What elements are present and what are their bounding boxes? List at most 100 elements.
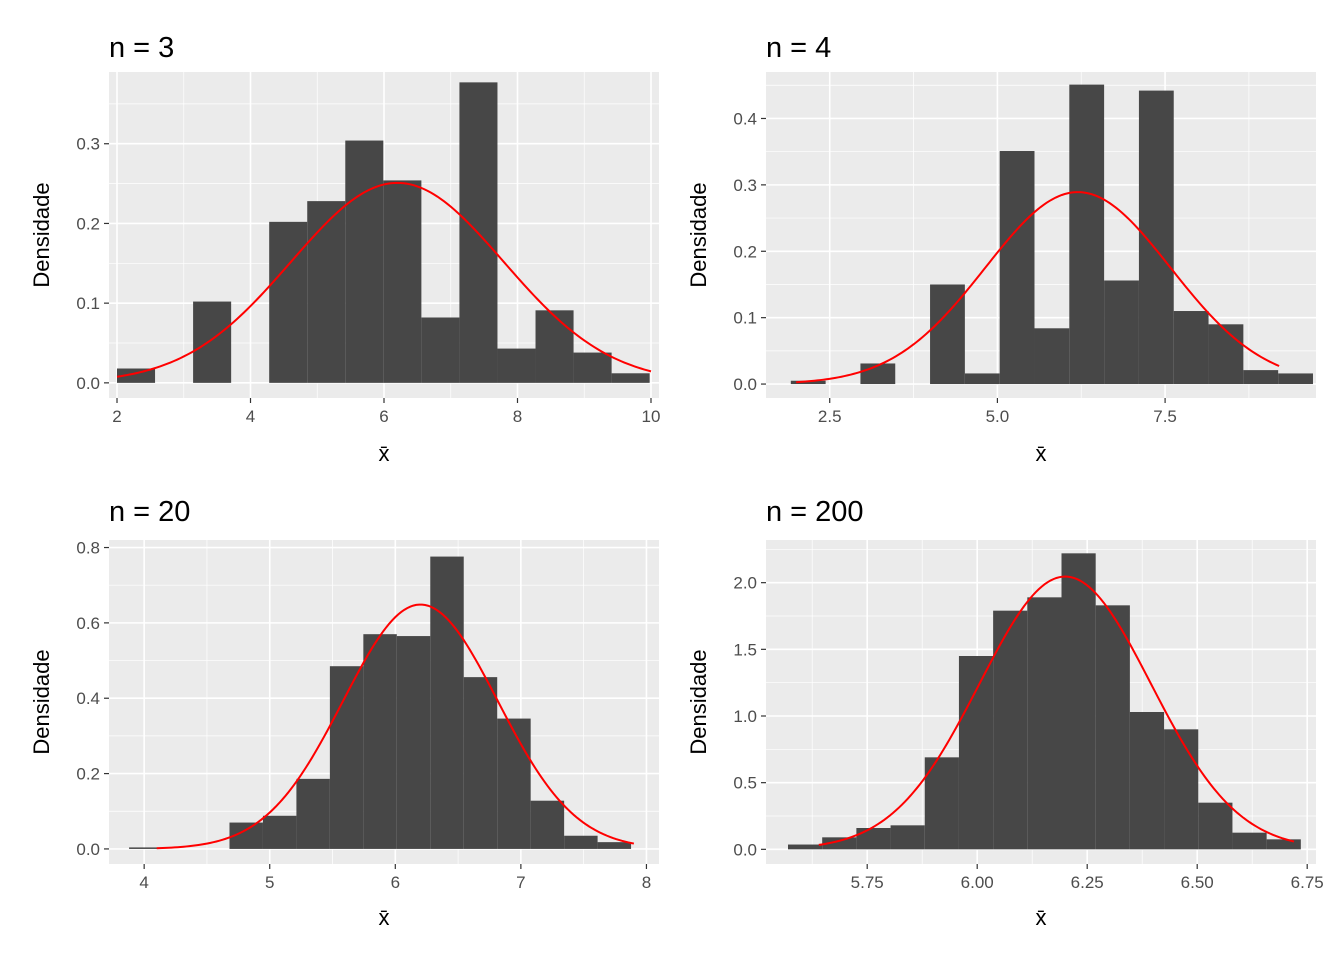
histogram-bar <box>463 677 498 849</box>
histogram-bar <box>296 778 330 849</box>
y-axis-title: Densidade <box>29 182 54 287</box>
histogram-bar <box>345 140 384 383</box>
x-tick-label: 8 <box>642 873 651 892</box>
histogram-bar <box>363 634 397 849</box>
panel-n-4: n = 4 2.5 5.0 7.5 0.0 0.1 0.2 0.3 0.4 x̄ Densi… <box>686 32 1316 466</box>
histogram-bar <box>1138 90 1174 385</box>
x-tick-label: 8 <box>513 407 522 426</box>
histogram-bar <box>924 757 959 850</box>
histogram-bar <box>117 368 156 383</box>
histogram-bar <box>307 201 346 383</box>
histogram-bar <box>396 636 431 849</box>
y-tick-label: 0.6 <box>76 614 100 633</box>
histogram-bar <box>1266 839 1301 850</box>
panel-n-200: n = 200 5.75 6.00 6.25 6.50 6.75 0.0 0.5 1.0 1.… <box>686 496 1324 930</box>
x-tick-label: 7 <box>516 873 525 892</box>
histogram-bar <box>329 666 364 849</box>
x-tick-label: 6.75 <box>1291 873 1324 892</box>
normal-curve <box>818 575 1295 846</box>
y-axis-ticks: 0.0 0.1 0.2 0.3 <box>76 135 109 393</box>
histogram-bar <box>790 380 826 385</box>
histogram-bar <box>856 828 891 850</box>
x-tick-label: 5.0 <box>986 407 1010 426</box>
y-axis-ticks: 0.0 0.5 1.0 1.5 2.0 <box>733 574 766 859</box>
y-tick-label: 0.2 <box>733 242 757 261</box>
histogram-bar <box>564 835 598 849</box>
y-axis-title: Densidade <box>29 649 54 754</box>
normal-curve <box>116 181 652 378</box>
y-tick-label: 0.3 <box>76 135 100 154</box>
histogram-bar <box>497 718 531 849</box>
histogram-bar <box>1232 832 1267 850</box>
histogram-bar <box>1069 84 1105 385</box>
y-tick-label: 1.0 <box>733 707 757 726</box>
histogram-bar <box>430 556 464 849</box>
histogram-bar <box>262 815 297 849</box>
y-tick-label: 0.0 <box>76 840 100 859</box>
histogram-bars <box>788 553 1301 850</box>
x-axis-title: x̄ <box>1036 905 1047 930</box>
y-tick-label: 0.0 <box>733 375 757 394</box>
histogram-bars <box>117 82 650 383</box>
x-tick-label: 6.00 <box>961 873 994 892</box>
histogram-bar <box>1061 553 1096 850</box>
x-axis-title: x̄ <box>379 905 390 930</box>
x-axis-title: x̄ <box>379 441 390 466</box>
panel-title: n = 200 <box>766 496 864 528</box>
histogram-bars <box>129 556 632 849</box>
histogram-bar <box>1027 597 1062 850</box>
histogram-bar <box>269 221 308 383</box>
x-tick-label: 2 <box>112 407 121 426</box>
panel-title: n = 3 <box>109 32 174 64</box>
y-tick-label: 0.4 <box>733 109 757 128</box>
y-tick-label: 0.1 <box>76 294 100 313</box>
x-tick-label: 4 <box>139 873 148 892</box>
y-tick-label: 1.5 <box>733 640 757 659</box>
y-tick-label: 0.5 <box>733 774 757 793</box>
histogram-bar <box>788 844 823 850</box>
histogram-bar <box>993 610 1028 850</box>
y-tick-label: 0.3 <box>733 176 757 195</box>
histogram-bar <box>597 842 632 849</box>
y-axis-ticks: 0.0 0.1 0.2 0.3 0.4 <box>733 109 766 394</box>
y-tick-label: 0.2 <box>76 214 100 233</box>
x-axis-ticks: 2 4 6 8 10 <box>112 398 660 426</box>
panel-title: n = 20 <box>109 496 190 528</box>
x-tick-label: 6 <box>391 873 400 892</box>
histogram-bar <box>193 301 232 383</box>
x-axis-title: x̄ <box>1036 441 1047 466</box>
normal-curve <box>796 191 1280 384</box>
x-tick-label: 5.75 <box>851 873 884 892</box>
histogram-bar <box>1208 324 1244 385</box>
histogram-bar <box>573 352 612 383</box>
histogram-bar <box>383 180 422 383</box>
y-tick-label: 0.0 <box>76 374 100 393</box>
x-axis-ticks: 4 5 6 7 8 <box>139 864 651 892</box>
histogram-bar <box>1198 802 1233 850</box>
x-tick-label: 7.5 <box>1153 407 1177 426</box>
x-tick-label: 6.25 <box>1071 873 1104 892</box>
x-axis-ticks: 2.5 5.0 7.5 <box>818 398 1177 426</box>
histogram-bars <box>790 84 1313 385</box>
x-tick-label: 4 <box>246 407 255 426</box>
panel-n-20: n = 20 4 5 6 7 8 0.0 0.2 0.4 0.6 0.8 x̄ Densidad… <box>29 496 659 930</box>
histogram-bar <box>611 373 650 383</box>
x-tick-label: 5 <box>265 873 274 892</box>
panel-title: n = 4 <box>766 32 831 64</box>
histogram-bar <box>1095 605 1130 850</box>
histogram-bar <box>421 317 460 383</box>
y-axis-title: Densidade <box>686 649 711 754</box>
histogram-bar <box>530 800 565 849</box>
x-tick-label: 2.5 <box>818 407 842 426</box>
histogram-bar <box>129 847 163 849</box>
panel-n-3: n = 3 2 4 6 8 10 0.0 0.1 0.2 0.3 x̄ Densidade <box>29 32 660 466</box>
histogram-bar <box>1243 370 1279 385</box>
histogram-bar <box>1034 328 1070 385</box>
histogram-bar <box>1278 373 1313 385</box>
histogram-bar <box>1173 311 1209 385</box>
y-tick-label: 0.4 <box>76 689 100 708</box>
histogram-bar <box>1129 712 1165 850</box>
histogram-bar <box>999 151 1035 385</box>
histogram-bar <box>822 837 857 850</box>
histogram-bar <box>964 373 1000 385</box>
